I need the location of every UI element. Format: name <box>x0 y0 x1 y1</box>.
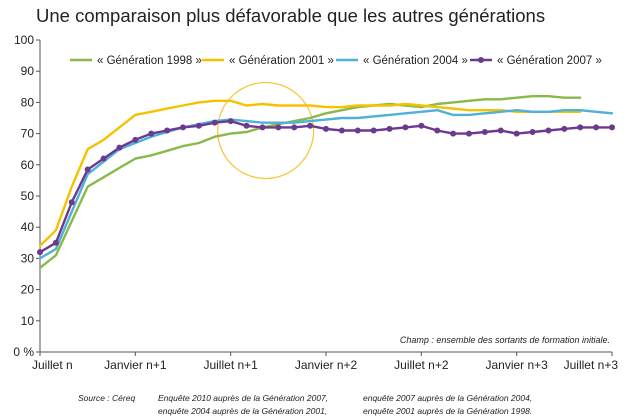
data-point <box>259 124 266 131</box>
chart-annotation: Champ : ensemble des sortants de formati… <box>400 335 610 345</box>
data-point <box>418 122 425 129</box>
data-point <box>497 127 504 134</box>
data-point <box>132 136 139 143</box>
data-point <box>561 125 568 132</box>
series-line-0 <box>38 94 582 269</box>
series-line-1 <box>38 99 582 248</box>
legend-label: « Génération 1998 » <box>97 55 202 67</box>
data-point <box>180 124 186 131</box>
data-point <box>323 125 329 132</box>
data-point <box>211 119 218 126</box>
legend-label: « Génération 2004 » <box>363 55 468 67</box>
source-line: enquête 2004 auprès de la Génération 200… <box>158 406 328 416</box>
data-point <box>481 129 488 136</box>
data-point <box>545 127 552 134</box>
y-tick-label: 90 <box>21 64 35 78</box>
x-tick-label: Juillet n <box>32 358 73 372</box>
y-tick-label: 50 <box>21 189 35 203</box>
data-point <box>354 127 361 134</box>
data-point <box>68 199 75 206</box>
highlight-circle <box>216 81 315 180</box>
data-point <box>434 127 441 134</box>
y-tick-label: 80 <box>21 95 35 109</box>
data-point <box>37 249 43 256</box>
data-point <box>195 122 202 129</box>
x-tick-label: Janvier n+3 <box>485 358 548 372</box>
series-layer <box>37 94 615 269</box>
data-point <box>100 155 107 162</box>
data-point <box>370 127 377 134</box>
data-point <box>291 124 298 131</box>
data-point <box>148 130 155 137</box>
data-point <box>609 124 615 131</box>
y-tick-label: 0 % <box>13 345 34 359</box>
y-tick-label: 20 <box>21 283 35 297</box>
legend-label: « Génération 2001 » <box>229 55 334 67</box>
data-point <box>577 124 584 131</box>
axes: 0 % 10 20 30 40 50 60 70 80 90 100 Juillet n Janvier… <box>13 33 618 372</box>
data-point <box>338 127 345 134</box>
source-line: enquête 2001 auprès de la Génération 199… <box>363 406 533 416</box>
data-point <box>450 130 457 137</box>
source-label: Source : Céreq <box>78 393 136 403</box>
data-point <box>386 125 393 132</box>
series-line-3 <box>38 119 614 254</box>
data-point <box>275 124 282 131</box>
y-tick-label: 100 <box>14 33 34 47</box>
x-tick-label: Juillet n+1 <box>203 358 258 372</box>
data-point <box>513 130 520 137</box>
y-tick-label: 60 <box>21 158 35 172</box>
x-tick-label: Juillet n+2 <box>394 358 449 372</box>
legend: « Génération 1998 » « Génération 2001 » « … <box>70 55 602 67</box>
data-point <box>529 129 536 136</box>
data-point <box>52 239 59 246</box>
highlight-circle-layer <box>216 81 315 180</box>
x-tick-label: Janvier n+1 <box>104 358 167 372</box>
chart-title: Une comparaison plus défavorable que les… <box>36 5 546 26</box>
data-point <box>593 124 600 131</box>
data-point <box>227 118 234 125</box>
data-point <box>164 127 171 134</box>
data-point <box>402 124 409 131</box>
x-tick-label: Juillet n+3 <box>564 358 619 372</box>
data-point <box>466 130 472 137</box>
y-tick-label: 40 <box>21 220 35 234</box>
series-line-2 <box>38 108 614 260</box>
data-point <box>84 166 91 173</box>
legend-marker <box>478 57 484 63</box>
data-point <box>243 122 250 129</box>
source-line: Enquête 2010 auprès de la Génération 200… <box>158 393 329 403</box>
y-tick-label: 70 <box>21 127 35 141</box>
data-point <box>116 144 123 151</box>
legend-label: « Génération 2007 » <box>497 55 602 67</box>
data-point <box>307 122 314 129</box>
x-tick-label: Janvier n+2 <box>295 358 358 372</box>
source-line: enquête 2007 auprès de la Génération 200… <box>363 393 533 403</box>
y-tick-label: 30 <box>21 251 35 265</box>
y-tick-label: 10 <box>21 314 35 328</box>
